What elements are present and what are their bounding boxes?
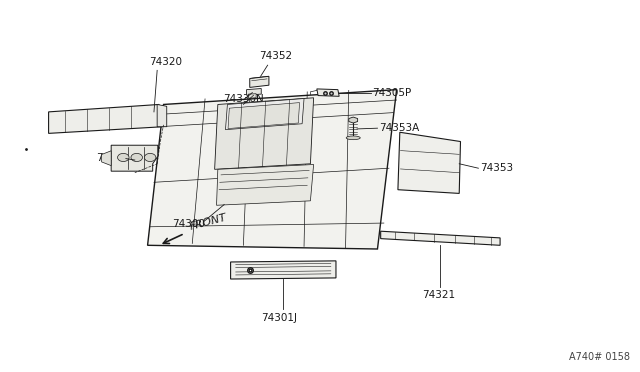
Text: A740# 0158: A740# 0158 [569,352,630,362]
Text: 74301G: 74301G [97,153,138,163]
Polygon shape [102,151,111,166]
Polygon shape [216,164,314,205]
Text: FRONT: FRONT [189,212,228,232]
Polygon shape [248,94,256,98]
Polygon shape [148,90,397,249]
Ellipse shape [118,153,129,161]
Polygon shape [111,145,158,171]
Polygon shape [250,76,269,87]
Polygon shape [49,105,164,134]
Text: 74320: 74320 [149,57,182,67]
Polygon shape [349,117,358,123]
Polygon shape [381,231,500,245]
Text: 74305P: 74305P [372,87,412,97]
Text: 74301J: 74301J [261,313,297,323]
Text: 74330N: 74330N [223,94,264,104]
Polygon shape [225,99,304,130]
Ellipse shape [131,153,143,161]
Polygon shape [317,89,339,96]
Text: 74321: 74321 [422,290,455,300]
Polygon shape [228,103,300,129]
Text: 74300: 74300 [172,219,205,229]
Polygon shape [214,98,314,169]
Polygon shape [246,89,261,95]
Text: 74353: 74353 [479,163,513,173]
Text: 74353A: 74353A [379,123,419,133]
Ellipse shape [346,136,360,140]
Text: 74352: 74352 [259,51,292,61]
Polygon shape [157,105,167,127]
Ellipse shape [145,153,156,161]
Polygon shape [398,132,461,193]
Polygon shape [230,261,336,279]
